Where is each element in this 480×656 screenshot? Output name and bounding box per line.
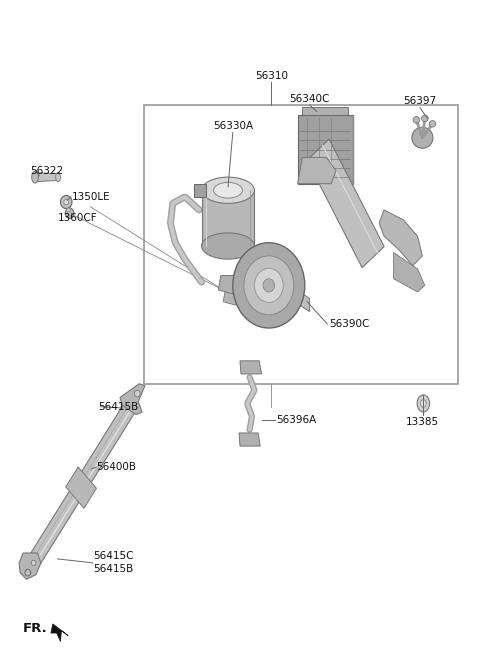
Text: 56400B: 56400B bbox=[96, 462, 136, 472]
Polygon shape bbox=[24, 395, 139, 575]
Ellipse shape bbox=[421, 115, 428, 121]
Ellipse shape bbox=[25, 569, 31, 576]
Polygon shape bbox=[239, 433, 260, 446]
Polygon shape bbox=[35, 173, 58, 182]
Polygon shape bbox=[51, 624, 68, 642]
Text: 56415B: 56415B bbox=[94, 564, 134, 575]
Polygon shape bbox=[240, 259, 310, 312]
Ellipse shape bbox=[56, 173, 60, 182]
Bar bbox=[144, 105, 458, 384]
Ellipse shape bbox=[31, 560, 36, 565]
Text: 1360CF: 1360CF bbox=[58, 213, 97, 223]
Ellipse shape bbox=[65, 208, 74, 218]
Text: 56310: 56310 bbox=[255, 71, 288, 81]
Ellipse shape bbox=[67, 208, 71, 212]
Polygon shape bbox=[120, 384, 145, 415]
Text: 56390C: 56390C bbox=[329, 319, 369, 329]
Text: 56322: 56322 bbox=[30, 165, 63, 176]
Polygon shape bbox=[202, 190, 254, 246]
Ellipse shape bbox=[214, 182, 242, 198]
Ellipse shape bbox=[60, 195, 72, 209]
Text: 56340C: 56340C bbox=[289, 94, 330, 104]
Text: 56415C: 56415C bbox=[94, 551, 134, 562]
Ellipse shape bbox=[429, 121, 436, 127]
Polygon shape bbox=[240, 361, 262, 374]
Ellipse shape bbox=[420, 400, 426, 407]
Ellipse shape bbox=[412, 127, 433, 148]
Polygon shape bbox=[394, 253, 425, 292]
Text: 56397: 56397 bbox=[403, 96, 437, 106]
Ellipse shape bbox=[244, 256, 294, 315]
Text: 56396A: 56396A bbox=[276, 415, 316, 425]
Polygon shape bbox=[298, 157, 336, 184]
Ellipse shape bbox=[263, 279, 275, 292]
Polygon shape bbox=[223, 289, 245, 305]
Bar bbox=[302, 107, 348, 115]
Ellipse shape bbox=[413, 117, 420, 123]
Ellipse shape bbox=[202, 177, 254, 203]
Text: 56415B: 56415B bbox=[98, 401, 139, 412]
Polygon shape bbox=[307, 139, 384, 268]
Text: 56330A: 56330A bbox=[213, 121, 253, 131]
Polygon shape bbox=[218, 276, 245, 295]
Text: 1350LE: 1350LE bbox=[72, 192, 110, 202]
Ellipse shape bbox=[134, 390, 140, 397]
Ellipse shape bbox=[64, 199, 69, 205]
Ellipse shape bbox=[254, 268, 283, 302]
Text: 13385: 13385 bbox=[406, 417, 439, 426]
Polygon shape bbox=[19, 553, 41, 579]
Ellipse shape bbox=[417, 395, 430, 412]
Polygon shape bbox=[379, 210, 422, 266]
Bar bbox=[298, 115, 353, 184]
Polygon shape bbox=[66, 467, 96, 508]
Ellipse shape bbox=[202, 233, 254, 259]
Text: FR.: FR. bbox=[23, 622, 48, 635]
Polygon shape bbox=[194, 184, 206, 197]
Ellipse shape bbox=[233, 243, 305, 328]
Ellipse shape bbox=[32, 171, 38, 183]
